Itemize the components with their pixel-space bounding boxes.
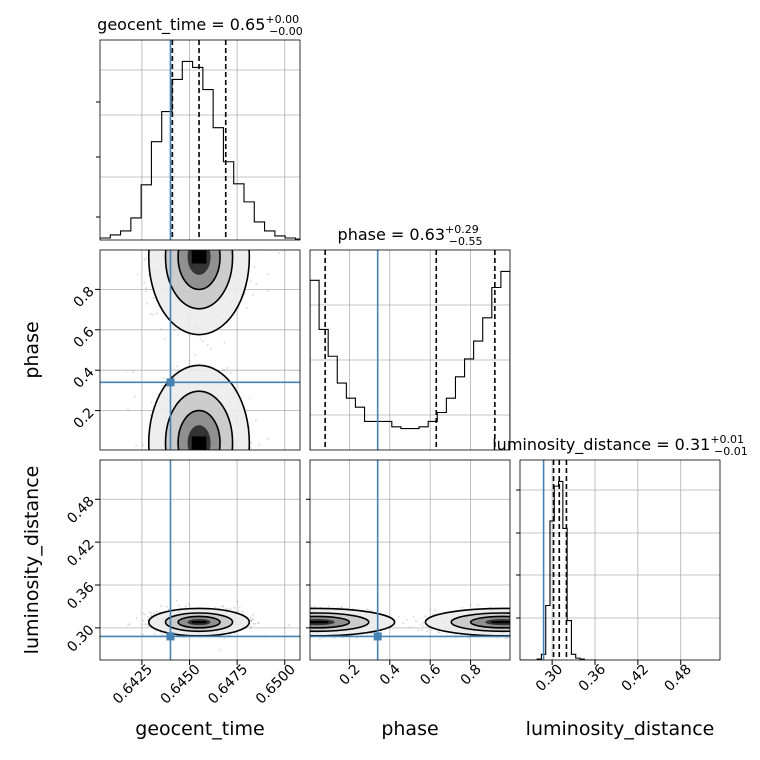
contour-2-1-0-2 (310, 615, 351, 629)
xtick-label-phase-1: 0.4 (377, 661, 404, 688)
truth-marker-2-1 (373, 632, 382, 641)
yaxis-label-phase: phase (21, 321, 43, 378)
yaxis-label-luminosity_distance: luminosity_distance (21, 466, 43, 655)
contour-1-0-1-2 (177, 409, 221, 450)
contour-1-0-1-0 (147, 364, 251, 450)
scatter-geocent_time-vs-phase (125, 250, 281, 450)
truth-marker-2-0 (166, 632, 175, 641)
panel-frame-1-0 (99, 249, 301, 451)
marginal-histogram-geocent_time (100, 60, 300, 240)
marginal-histogram-phase (310, 270, 510, 450)
marginal-title-luminosity_distance: luminosity_distance = 0.31+0.01 −0.01 (492, 433, 748, 458)
xtick-label-luminosity_distance-2: 0.42 (619, 662, 652, 695)
xtick-label-geocent_time-2: 0.6475 (205, 662, 251, 708)
contour-1-0-1-1 (164, 390, 234, 450)
ytick-label-phase-0: 0.2 (71, 405, 98, 432)
marginal-frame-luminosity_distance (519, 459, 721, 661)
xtick-label-geocent_time-0: 0.6425 (110, 662, 156, 708)
panel-frame-2-0 (99, 459, 301, 661)
xtick-label-luminosity_distance-0: 0.30 (533, 662, 566, 695)
contour-1-0-0-1 (164, 250, 234, 310)
xtick-label-phase-3: 0.8 (458, 662, 485, 689)
truth-marker-1-0 (166, 378, 175, 387)
xtick-label-phase-2: 0.6 (417, 661, 444, 688)
marginal-title-geocent_time: geocent_time = 0.65+0.00 −0.00 (97, 13, 303, 38)
ytick-label-phase-3: 0.8 (71, 284, 98, 311)
marginal-title-phase: phase = 0.63+0.29 −0.55 (338, 223, 483, 248)
contour-2-1-0-1 (310, 612, 370, 633)
xaxis-label-luminosity_distance: luminosity_distance (526, 718, 715, 740)
contour-2-1-1-1 (450, 612, 510, 633)
scatter-geocent_time-vs-luminosity_distance (127, 599, 290, 651)
marginal-frame-geocent_time (99, 39, 301, 241)
ytick-label-luminosity_distance-2: 0.42 (64, 536, 97, 569)
ytick-label-phase-2: 0.6 (71, 324, 98, 351)
contour-2-0-0-1 (164, 612, 234, 633)
contour-2-0-0-2 (177, 615, 221, 629)
xtick-label-luminosity_distance-1: 0.36 (576, 661, 609, 694)
ytick-label-luminosity_distance-1: 0.36 (64, 579, 97, 612)
panel-frame-2-1 (309, 459, 511, 661)
xtick-label-geocent_time-1: 0.6450 (158, 662, 204, 708)
ytick-label-luminosity_distance-0: 0.30 (64, 622, 97, 655)
xtick-label-geocent_time-3: 0.6500 (253, 662, 299, 708)
contour-2-1-1-2 (469, 615, 510, 629)
xaxis-label-phase: phase (381, 718, 438, 740)
scatter-phase-vs-luminosity_distance (310, 603, 510, 640)
xtick-label-luminosity_distance-3: 0.48 (662, 662, 695, 695)
marginal-frame-phase (309, 249, 511, 451)
xtick-label-phase-0: 0.2 (336, 662, 363, 689)
contour-1-0-0-0 (147, 250, 251, 336)
xaxis-label-geocent_time: geocent_time (135, 718, 264, 740)
contour-1-0-0-2 (177, 250, 221, 291)
marginal-histogram-luminosity_distance (520, 480, 598, 660)
ytick-label-luminosity_distance-3: 0.48 (64, 494, 97, 527)
ytick-label-phase-1: 0.4 (71, 364, 98, 391)
